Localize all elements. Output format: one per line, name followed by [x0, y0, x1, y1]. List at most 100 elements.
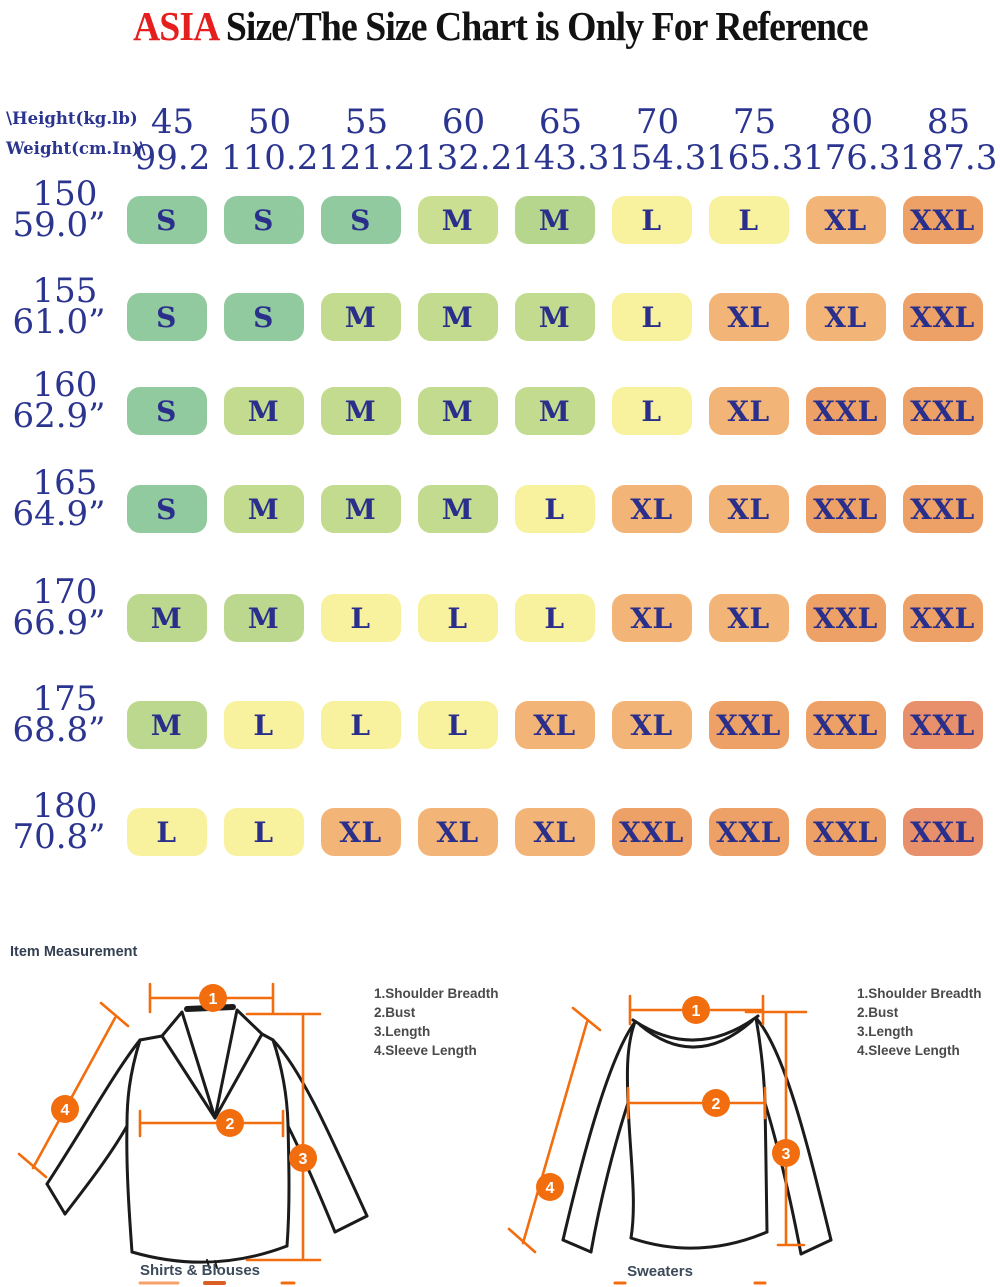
column-header: 80 176.3 — [803, 104, 900, 176]
row-label: 155 61.0” — [0, 274, 118, 348]
size-cell-wrap: XXL — [797, 387, 894, 435]
column-header-lb: 99.2 — [134, 138, 211, 178]
size-cell: M — [514, 196, 595, 244]
size-cell-wrap: XL — [603, 594, 700, 642]
size-cell-wrap: L — [506, 485, 603, 533]
row-label-cm: 155 — [32, 271, 98, 311]
size-cell: XXL — [805, 701, 886, 749]
column-header-lb: 154.3 — [609, 138, 707, 178]
column-header-kg: 75 — [732, 102, 777, 142]
legend-item: 1.Shoulder Breadth — [374, 986, 499, 1001]
size-cell-wrap: XXL — [797, 594, 894, 642]
size-cell-wrap: L — [603, 387, 700, 435]
size-cell: S — [126, 387, 207, 435]
size-cell: L — [611, 387, 692, 435]
size-cell-wrap: M — [312, 387, 409, 435]
column-header-lb: 110.2 — [221, 138, 319, 178]
size-cell: S — [126, 293, 207, 341]
column-header-lb: 176.3 — [803, 138, 901, 178]
svg-text:3: 3 — [299, 1151, 308, 1168]
size-cell: XL — [611, 594, 692, 642]
measurement-legend-shirt: 1.Shoulder Breadth 2.Bust 3.Length 4.Sle… — [374, 984, 499, 1060]
size-cell-wrap: S — [118, 485, 215, 533]
column-header: 50 110.2 — [221, 104, 318, 176]
size-cell-wrap: XXL — [797, 485, 894, 533]
column-header-kg: 60 — [441, 102, 486, 142]
table-row: 150 59.0” S S S M M L L XL XXL — [0, 177, 1000, 244]
size-cell: XXL — [902, 293, 983, 341]
size-cell: S — [320, 196, 401, 244]
measure-marker-3: 3 — [289, 1144, 317, 1172]
size-cell: S — [223, 196, 304, 244]
row-label-text: 165 64.9” — [0, 466, 118, 531]
row-label-cm: 175 — [32, 679, 98, 719]
svg-text:3: 3 — [782, 1146, 791, 1163]
size-cell: M — [320, 387, 401, 435]
column-header-kg: 45 — [150, 102, 195, 142]
size-cell: L — [223, 808, 304, 856]
size-cell: XXL — [708, 701, 789, 749]
row-label-cm: 150 — [32, 174, 98, 214]
size-cell: L — [320, 701, 401, 749]
table-row: 165 64.9” S M M M L XL XL XXL XXL — [0, 466, 1000, 533]
size-cell: M — [514, 293, 595, 341]
size-cell-wrap: M — [409, 387, 506, 435]
size-cell: XL — [514, 808, 595, 856]
size-cell-wrap: XXL — [797, 701, 894, 749]
size-cell: L — [417, 594, 498, 642]
size-cell: XXL — [902, 196, 983, 244]
size-cell: L — [223, 701, 304, 749]
size-cell: XL — [708, 485, 789, 533]
size-cell-wrap: S — [215, 293, 312, 341]
size-cell-wrap: M — [409, 293, 506, 341]
measure-marker-4: 4 — [51, 1095, 79, 1123]
measure-marker-2: 2 — [702, 1089, 730, 1117]
size-cell-wrap: XL — [700, 594, 797, 642]
sweater-measure-lines — [507, 994, 808, 1285]
size-cell-wrap: S — [312, 196, 409, 244]
column-header-kg: 85 — [926, 102, 971, 142]
size-cell-wrap: M — [118, 701, 215, 749]
size-cell: M — [417, 387, 498, 435]
size-chart: \Height(kg.lb) Weight(cm.In)\ 45 99.2 50 11… — [0, 102, 1000, 863]
row-label-text: 180 70.8” — [0, 789, 118, 857]
measurement-legend-sweater: 1.Shoulder Breadth 2.Bust 3.Length 4.Sle… — [857, 984, 982, 1060]
size-cell: M — [514, 387, 595, 435]
row-label-text: 160 62.9” — [0, 368, 118, 433]
svg-text:1: 1 — [209, 991, 218, 1008]
legend-item: 4.Sleeve Length — [857, 1043, 960, 1058]
measure-marker-1: 1 — [199, 984, 227, 1012]
shirt-diagram: 1 2 3 4 — [17, 982, 369, 1285]
size-cell: M — [223, 387, 304, 435]
size-cell-wrap: M — [506, 196, 603, 244]
size-cell-wrap: XL — [603, 701, 700, 749]
size-cell-wrap: M — [215, 485, 312, 533]
row-label-inch: 68.8” — [12, 710, 106, 750]
size-cell: M — [223, 594, 304, 642]
row-label-text: 175 68.8” — [0, 682, 118, 750]
size-cell: L — [514, 594, 595, 642]
size-cell: S — [223, 293, 304, 341]
size-cell: M — [223, 485, 304, 533]
column-header: 55 121.2 — [318, 104, 415, 176]
size-cell-wrap: XL — [409, 808, 506, 856]
table-row: 160 62.9” S M M M M L XL XXL XXL — [0, 368, 1000, 435]
measure-marker-1: 1 — [682, 996, 710, 1024]
size-cell-wrap: L — [312, 594, 409, 642]
size-cell: XXL — [805, 387, 886, 435]
size-cell-wrap: XL — [506, 808, 603, 856]
row-label: 180 70.8” — [0, 789, 118, 863]
size-cell-wrap: M — [506, 387, 603, 435]
size-cell-wrap: M — [118, 594, 215, 642]
size-cell-wrap: M — [506, 293, 603, 341]
column-header: 60 132.2 — [415, 104, 512, 176]
svg-text:4: 4 — [546, 1180, 555, 1197]
table-row: 175 68.8” M L L L XL XL XXL XXL XXL — [0, 682, 1000, 749]
legend-item: 2.Bust — [857, 1005, 899, 1020]
row-label: 165 64.9” — [0, 466, 118, 540]
column-header-kg: 65 — [538, 102, 583, 142]
row-label-text: 155 61.0” — [0, 274, 118, 339]
row-label-inch: 70.8” — [12, 817, 106, 857]
size-cell: XXL — [902, 485, 983, 533]
row-label: 150 59.0” — [0, 177, 118, 251]
